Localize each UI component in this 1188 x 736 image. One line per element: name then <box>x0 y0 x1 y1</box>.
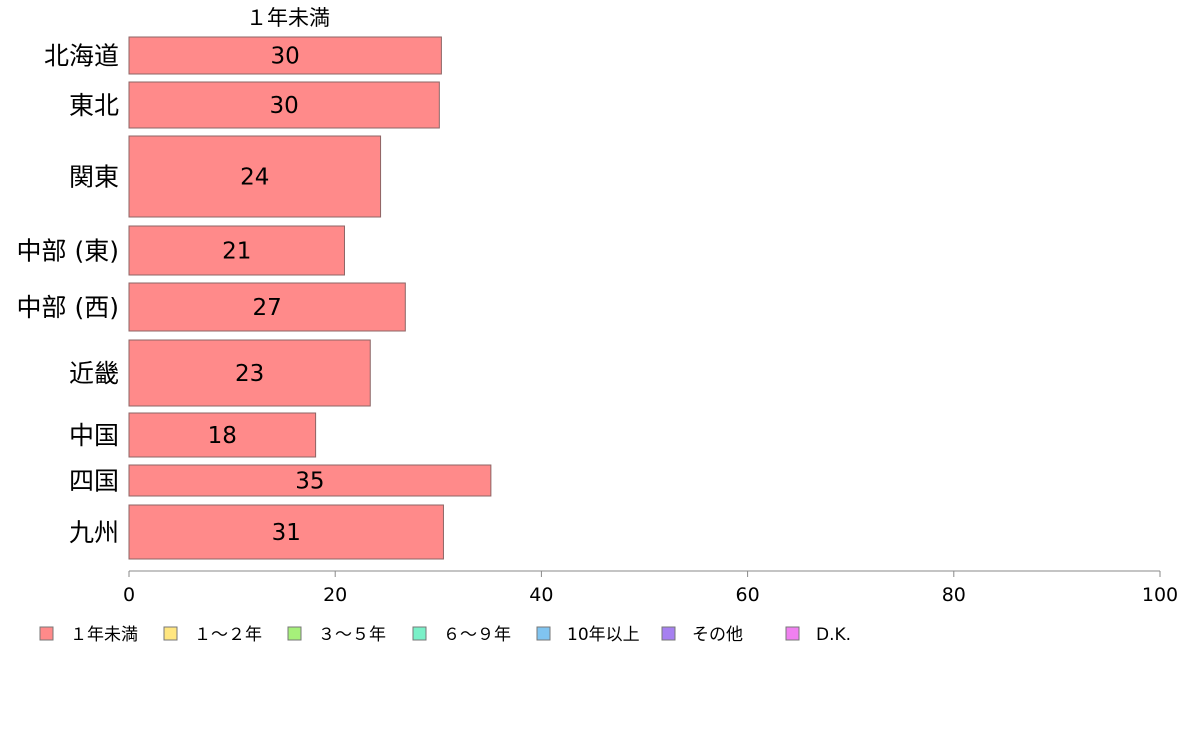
bar <box>128 339 371 407</box>
bar-value-label: 30 <box>271 44 300 70</box>
legend-swatch <box>412 626 427 641</box>
legend-swatch <box>39 626 54 641</box>
bars-layer: 30 北海道 30 東北 24 関東 21 中部 (東) 27 中部 (西) 23 近畿 18 中国 35 四… <box>17 36 492 560</box>
category-label: 近畿 <box>69 359 119 388</box>
category-label: 北海道 <box>44 42 119 71</box>
x-tick-label: 20 <box>323 584 347 606</box>
x-tick-label: 100 <box>1142 584 1178 606</box>
legend-label: D.K. <box>816 625 851 645</box>
bar-value-label: 35 <box>295 469 324 495</box>
bar-value-label: 24 <box>240 165 269 191</box>
legend: １年未満 １～２年 ３～５年 ６～９年 10年以上 その他 D.K. <box>39 625 851 645</box>
legend-swatch <box>287 626 302 641</box>
legend-label: １年未満 <box>70 625 138 645</box>
bar <box>128 225 345 276</box>
bar-value-label: 23 <box>235 361 264 387</box>
legend-label: 10年以上 <box>567 625 640 645</box>
x-tick-label: 0 <box>123 584 135 606</box>
category-label: 四国 <box>69 467 119 496</box>
legend-swatch <box>163 626 178 641</box>
bar <box>128 36 442 75</box>
legend-label: ３～５年 <box>318 625 386 645</box>
bar-value-label: 31 <box>272 520 301 546</box>
legend-label: １～２年 <box>194 625 262 645</box>
category-label: 九州 <box>69 518 119 547</box>
x-tick-label: 40 <box>529 584 553 606</box>
x-tick-label: 80 <box>942 584 966 606</box>
x-axis: 0 20 40 60 80 100 <box>123 570 1178 606</box>
legend-swatch <box>785 626 800 641</box>
bar <box>128 412 317 458</box>
bar-value-label: 30 <box>270 93 299 119</box>
bar <box>128 81 440 129</box>
bar-value-label: 18 <box>208 423 237 449</box>
column-title: １年未満 <box>246 6 330 30</box>
legend-label: ６～９年 <box>443 625 511 645</box>
legend-swatch <box>536 626 551 641</box>
bar-value-label: 27 <box>253 295 282 321</box>
legend-swatch <box>661 626 676 641</box>
x-tick-label: 60 <box>736 584 760 606</box>
bar <box>128 282 406 332</box>
category-label: 中部 (東) <box>17 237 119 266</box>
bar <box>128 504 444 560</box>
bar-value-label: 21 <box>222 239 251 265</box>
category-label: 東北 <box>69 91 119 120</box>
category-label: 中国 <box>69 421 119 450</box>
category-label: 関東 <box>69 163 119 192</box>
bar <box>128 464 492 497</box>
legend-label: その他 <box>692 625 743 645</box>
category-label: 中部 (西) <box>17 293 119 322</box>
bar <box>128 135 382 218</box>
